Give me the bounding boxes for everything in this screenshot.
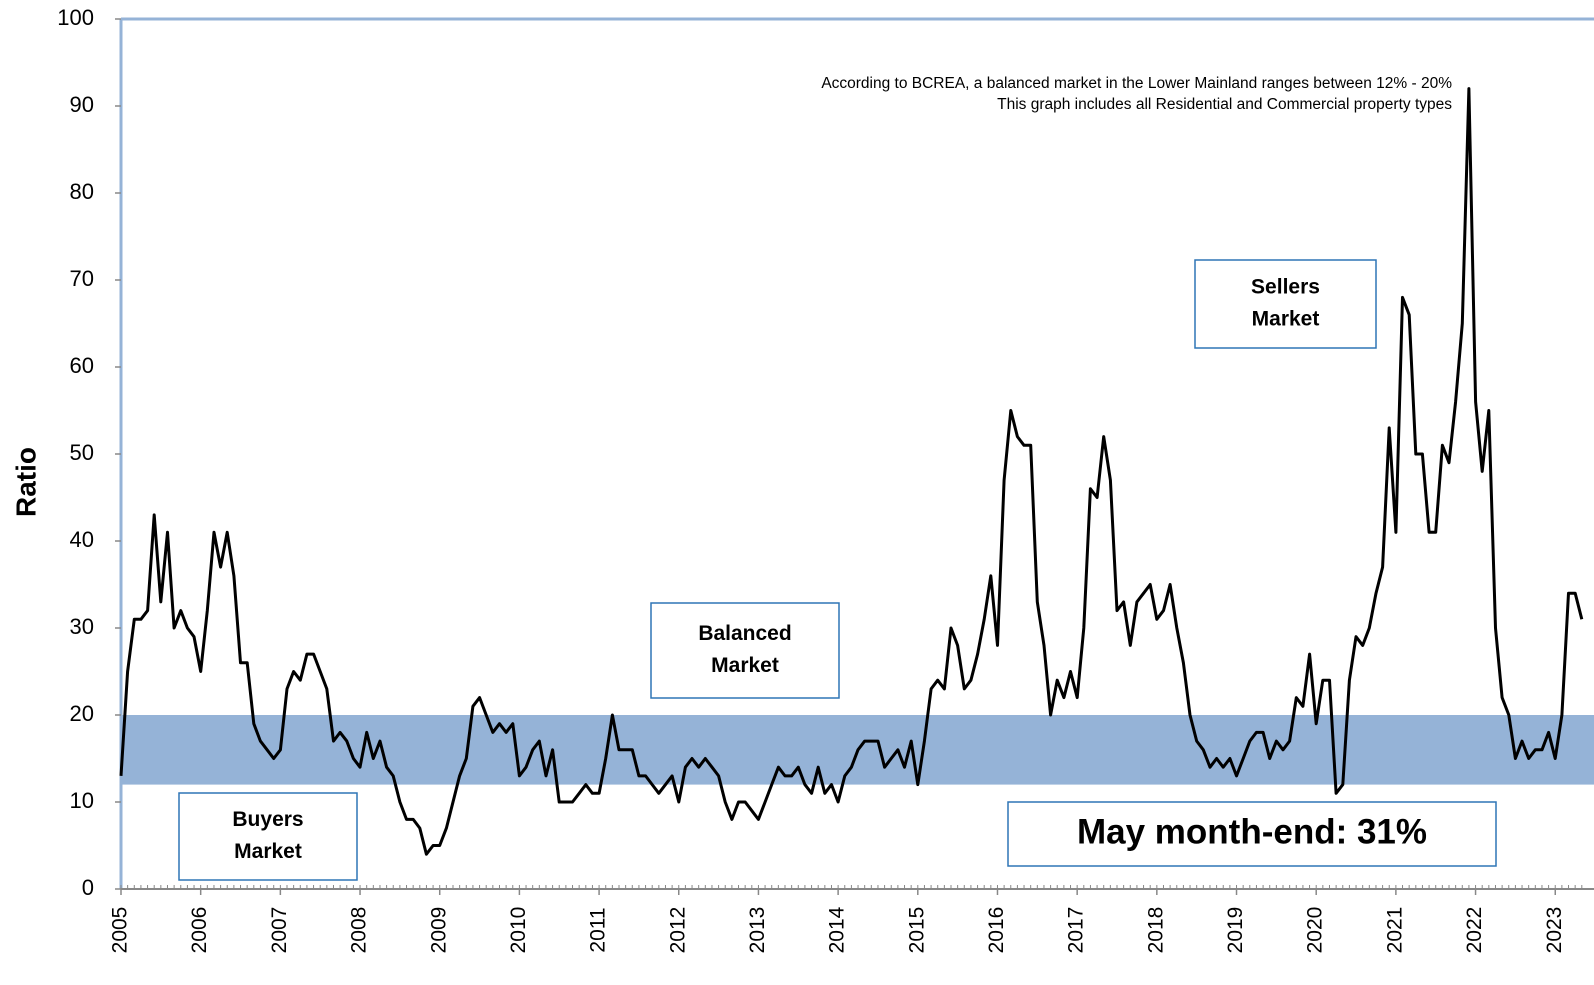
y-tick-label: 40 bbox=[70, 527, 94, 552]
annotation-text: Market bbox=[234, 840, 302, 863]
x-tick-label: 2020 bbox=[1304, 907, 1327, 954]
y-tick-label: 80 bbox=[70, 179, 94, 204]
y-tick-label: 50 bbox=[70, 440, 94, 465]
annotation-text: May month-end: 31% bbox=[1077, 812, 1427, 851]
x-tick-label: 2019 bbox=[1224, 907, 1247, 954]
annotation-box bbox=[178, 792, 358, 881]
y-tick-label: 90 bbox=[70, 92, 94, 117]
y-tick-label: 30 bbox=[70, 614, 94, 639]
note: According to BCREA, a balanced market in… bbox=[821, 75, 1452, 92]
y-tick-label: 70 bbox=[70, 266, 94, 291]
y-axis-label: Ratio bbox=[10, 447, 41, 517]
x-tick-label: 2012 bbox=[666, 907, 689, 954]
y-tick-label: 100 bbox=[57, 5, 94, 30]
annotation-text: Sellers bbox=[1251, 276, 1320, 299]
x-tick-label: 2018 bbox=[1144, 907, 1167, 954]
annotation-text: Market bbox=[1252, 308, 1320, 331]
annotation-text: Buyers bbox=[232, 808, 303, 831]
data-line bbox=[119, 87, 1584, 856]
x-tick-label: 2014 bbox=[826, 906, 849, 953]
annotation-box bbox=[650, 602, 840, 699]
y-tick-label: 10 bbox=[70, 788, 94, 813]
annotation-box bbox=[1007, 801, 1497, 867]
x-tick-label: 2007 bbox=[268, 907, 291, 954]
x-tick-label: 2015 bbox=[905, 907, 928, 954]
note: This graph includes all Residential and … bbox=[997, 96, 1452, 113]
x-tick-label: 2021 bbox=[1383, 907, 1406, 954]
x-tick-label: 2013 bbox=[746, 907, 769, 954]
annotation-box bbox=[1194, 259, 1377, 349]
x-tick-label: 2022 bbox=[1463, 907, 1486, 954]
annotation-text: Balanced bbox=[698, 622, 791, 645]
x-tick-label: 2011 bbox=[587, 907, 610, 952]
y-tick-label: 60 bbox=[70, 353, 94, 378]
x-tick-label: 2016 bbox=[985, 907, 1008, 954]
x-tick-label: 2023 bbox=[1543, 907, 1566, 954]
annotation-text: Market bbox=[711, 654, 779, 677]
x-tick-label: 2017 bbox=[1065, 907, 1088, 954]
y-tick-label: 0 bbox=[82, 875, 94, 900]
x-tick-label: 2005 bbox=[109, 907, 132, 954]
x-tick-label: 2009 bbox=[427, 907, 450, 954]
x-tick-label: 2010 bbox=[507, 907, 530, 954]
x-tick-label: 2008 bbox=[348, 907, 371, 954]
x-tick-label: 2006 bbox=[188, 907, 211, 954]
y-tick-label: 20 bbox=[70, 701, 94, 726]
